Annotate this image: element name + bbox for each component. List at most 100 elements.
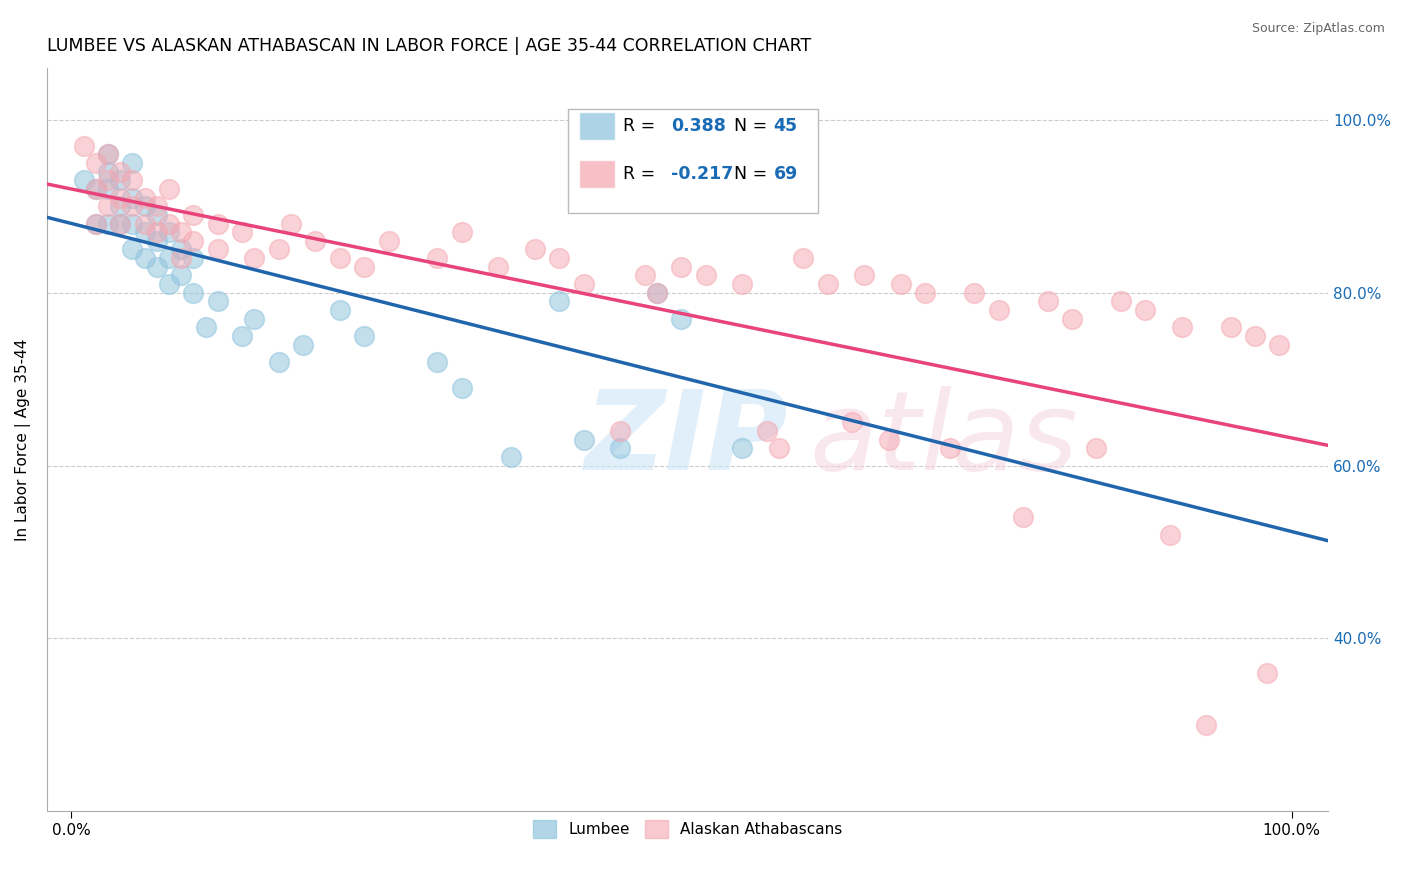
Point xyxy=(329,302,352,317)
Point xyxy=(108,191,131,205)
Point xyxy=(84,182,107,196)
Point xyxy=(267,243,290,257)
Point xyxy=(72,138,94,153)
Point xyxy=(121,217,143,231)
Point xyxy=(304,234,326,248)
Point xyxy=(231,329,253,343)
Point xyxy=(1133,302,1156,317)
Point xyxy=(97,147,120,161)
Text: R =: R = xyxy=(623,165,661,183)
Point xyxy=(97,217,120,231)
Point xyxy=(792,138,814,153)
Point xyxy=(97,147,120,161)
Point xyxy=(134,199,156,213)
Point xyxy=(146,260,169,274)
Point xyxy=(817,277,839,291)
Point xyxy=(1159,527,1181,541)
Point xyxy=(987,302,1010,317)
Point xyxy=(426,251,449,265)
Point xyxy=(157,225,180,239)
Point xyxy=(84,217,107,231)
Point xyxy=(72,173,94,187)
Text: 0.388: 0.388 xyxy=(671,117,725,135)
Point xyxy=(1170,320,1192,334)
Point xyxy=(1085,441,1108,455)
Point xyxy=(353,260,375,274)
Point xyxy=(731,441,754,455)
Point xyxy=(353,329,375,343)
Point xyxy=(1244,329,1267,343)
Point xyxy=(170,251,193,265)
Point xyxy=(377,234,399,248)
Point xyxy=(121,191,143,205)
Point xyxy=(146,199,169,213)
Point xyxy=(97,182,120,196)
Point xyxy=(157,182,180,196)
Point xyxy=(548,251,571,265)
Point xyxy=(183,208,205,222)
Point xyxy=(695,268,717,283)
Point xyxy=(134,225,156,239)
Point xyxy=(97,164,120,178)
Point xyxy=(939,441,962,455)
Y-axis label: In Labor Force | Age 35-44: In Labor Force | Age 35-44 xyxy=(15,338,31,541)
Text: -0.217: -0.217 xyxy=(671,165,733,183)
Text: 45: 45 xyxy=(773,117,797,135)
Point xyxy=(1219,320,1241,334)
Point xyxy=(134,251,156,265)
Point xyxy=(243,251,266,265)
Point xyxy=(84,182,107,196)
Point xyxy=(1060,311,1083,326)
Point xyxy=(207,217,229,231)
Legend: Lumbee, Alaskan Athabascans: Lumbee, Alaskan Athabascans xyxy=(527,814,848,845)
Point xyxy=(157,251,180,265)
Point xyxy=(97,199,120,213)
Point xyxy=(1256,665,1278,680)
Point xyxy=(108,164,131,178)
Point xyxy=(450,225,472,239)
Point xyxy=(157,277,180,291)
Point xyxy=(194,320,217,334)
Point xyxy=(157,217,180,231)
Point xyxy=(853,268,876,283)
Point xyxy=(84,217,107,231)
Point xyxy=(292,337,315,351)
Point xyxy=(183,285,205,300)
Point xyxy=(121,199,143,213)
Point xyxy=(1268,337,1291,351)
Point xyxy=(671,260,693,274)
Point xyxy=(768,441,790,455)
Text: atlas: atlas xyxy=(810,386,1078,493)
Point xyxy=(267,355,290,369)
Point xyxy=(450,381,472,395)
Point xyxy=(792,251,814,265)
Point xyxy=(329,251,352,265)
Text: LUMBEE VS ALASKAN ATHABASCAN IN LABOR FORCE | AGE 35-44 CORRELATION CHART: LUMBEE VS ALASKAN ATHABASCAN IN LABOR FO… xyxy=(46,37,811,55)
Point xyxy=(499,450,522,464)
Point xyxy=(645,285,668,300)
Point xyxy=(572,433,595,447)
Point xyxy=(1109,294,1132,309)
Point xyxy=(108,173,131,187)
Point xyxy=(1012,510,1035,524)
Point xyxy=(146,225,169,239)
Point xyxy=(609,424,631,438)
Point xyxy=(183,251,205,265)
Text: 69: 69 xyxy=(773,165,797,183)
Text: Source: ZipAtlas.com: Source: ZipAtlas.com xyxy=(1251,22,1385,36)
Point xyxy=(121,156,143,170)
Point xyxy=(121,243,143,257)
Point xyxy=(426,355,449,369)
Point xyxy=(841,415,863,429)
Point xyxy=(963,285,986,300)
Point xyxy=(170,268,193,283)
Point xyxy=(231,225,253,239)
Point xyxy=(731,277,754,291)
Point xyxy=(207,294,229,309)
Point xyxy=(183,234,205,248)
Point xyxy=(671,311,693,326)
Point xyxy=(634,268,657,283)
Point xyxy=(207,243,229,257)
Point xyxy=(1195,718,1218,732)
Bar xyxy=(579,161,614,188)
